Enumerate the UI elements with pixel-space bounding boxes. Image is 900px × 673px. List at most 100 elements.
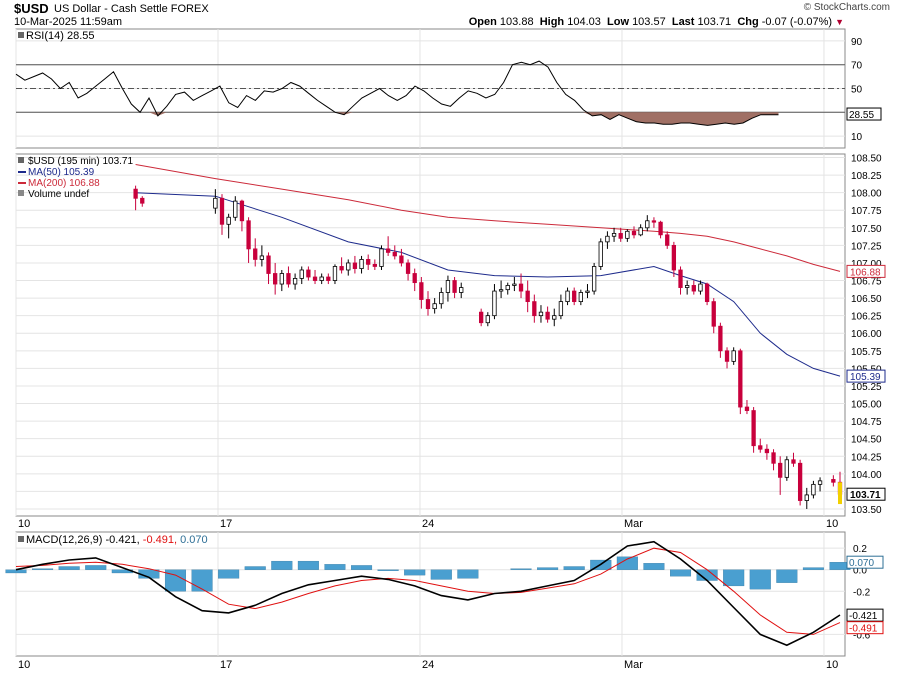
candle — [658, 221, 663, 236]
macd-title-signal: -0.491, — [143, 534, 180, 546]
low-value: 103.57 — [632, 16, 666, 28]
candle — [512, 283, 517, 286]
candle — [598, 241, 603, 267]
macd-title-name: MACD(12,26,9) — [26, 534, 105, 546]
macd-hist-bar — [297, 560, 319, 570]
candle — [578, 292, 583, 303]
price-tick-label: 107.75 — [851, 206, 882, 217]
ticker-symbol: $USD — [14, 1, 49, 16]
x-tick-label: 10 — [18, 659, 30, 671]
candle — [266, 255, 271, 274]
candle — [565, 290, 570, 303]
price-value-label: 105.39 — [850, 372, 881, 383]
candle — [758, 445, 763, 450]
candle — [405, 262, 411, 274]
macd-legend-icon — [18, 536, 24, 542]
candle — [691, 285, 696, 292]
macd-tick-label: 0.2 — [853, 544, 867, 555]
macd-signal-line — [15, 547, 841, 635]
candle — [279, 273, 284, 285]
candle — [625, 230, 630, 239]
candle — [645, 220, 650, 229]
down-triangle-icon: ▼ — [835, 17, 844, 27]
macd-hist-bar — [749, 569, 771, 590]
legend-entry: MA(50) 105.39 — [28, 167, 95, 178]
macd-hist-bar — [537, 567, 559, 570]
candle — [618, 233, 623, 239]
macd-hist-bar — [430, 569, 452, 580]
rsi-value-box — [846, 107, 882, 121]
candle — [804, 494, 809, 501]
macd-hist-bar — [802, 567, 824, 570]
macd-tick-label: 0.0 — [853, 566, 867, 577]
price-tick-label: 104.25 — [851, 452, 882, 463]
macd-line — [15, 540, 841, 647]
macd-hist-bar — [563, 566, 585, 570]
candle — [751, 410, 756, 447]
x-tick-label: 10 — [826, 518, 838, 530]
volume-legend-icon — [18, 190, 24, 196]
candle — [685, 285, 690, 288]
instrument-name: US Dollar - Cash Settle FOREX — [54, 3, 209, 15]
candle — [392, 252, 397, 257]
candle — [286, 273, 291, 285]
price-tick-label: 104.75 — [851, 417, 882, 428]
candle — [811, 483, 816, 496]
candle — [319, 276, 324, 281]
macd-hist-bar — [723, 569, 745, 587]
candle — [239, 200, 245, 222]
legend-entry: MA(200) 106.88 — [28, 178, 100, 189]
candle — [492, 290, 497, 317]
rsi-tick-label: 50 — [851, 85, 863, 96]
candle — [505, 285, 510, 291]
candle — [665, 234, 670, 246]
candle — [299, 269, 304, 279]
open-label: Open — [468, 16, 497, 28]
last-candle-highlight — [838, 482, 842, 505]
macd-hist-bar — [776, 569, 798, 583]
macd-hist-bar — [218, 569, 240, 579]
x-tick-label: Mar — [624, 659, 643, 671]
candle — [744, 406, 750, 411]
macd-value-label: -0.421 — [849, 611, 878, 622]
candle — [525, 290, 530, 303]
high-label: High — [539, 16, 565, 28]
macd-value-box — [846, 621, 884, 635]
candle — [312, 276, 318, 281]
rsi-value-label: 28.55 — [849, 110, 874, 121]
candle — [379, 248, 384, 267]
macd-tick-label: -0.2 — [853, 587, 871, 598]
candle — [518, 283, 524, 292]
candle — [425, 299, 431, 310]
timestamp: 10-Mar-2025 11:59am — [14, 16, 123, 28]
candle — [585, 290, 590, 293]
price-tick-label: 105.25 — [851, 382, 882, 393]
price-tick-label: 105.00 — [851, 400, 882, 411]
rsi-line — [15, 60, 779, 126]
candle — [651, 220, 657, 223]
candle — [332, 266, 338, 281]
x-tick-label: 24 — [422, 659, 434, 671]
price-tick-label: 107.25 — [851, 241, 882, 252]
macd-hist-bar — [5, 569, 27, 574]
candle — [233, 200, 238, 218]
rsi-tick-label: 10 — [851, 132, 863, 143]
chg-label: Chg — [737, 16, 759, 28]
x-tick-label: 10 — [18, 518, 30, 530]
candle — [532, 301, 537, 317]
macd-title-hist: 0.070 — [180, 534, 208, 546]
candle — [226, 216, 231, 225]
candle — [572, 290, 577, 303]
rsi-tick-label: 90 — [851, 37, 863, 48]
price-tick-label: 107.50 — [851, 224, 882, 235]
ma200-line — [135, 164, 841, 272]
price-legend-icon — [18, 157, 24, 163]
ohlc-summary: Open 103.88 High 104.03 Low 103.57 Last … — [469, 16, 844, 28]
price-panel: 103.50103.75104.00104.25104.50104.75105.… — [15, 153, 886, 530]
candle — [545, 311, 550, 320]
macd-hist-bar — [324, 564, 346, 570]
candle — [326, 276, 331, 281]
candle — [771, 452, 776, 464]
candle — [359, 259, 364, 269]
x-tick-label: 10 — [826, 659, 838, 671]
